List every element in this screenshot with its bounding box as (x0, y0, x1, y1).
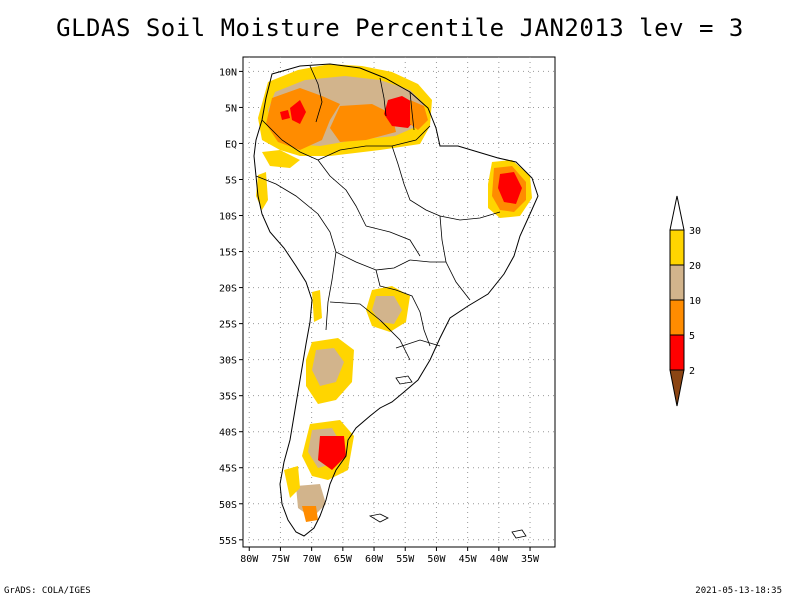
colorbar-label: 30 (689, 226, 701, 237)
lat-tick-label: 10N (219, 67, 237, 78)
shade-yellow-amazon-edge (262, 150, 300, 168)
shade-red-northeast (498, 172, 522, 204)
lat-tick-label: 50S (219, 500, 237, 511)
shade-orange-north2 (330, 104, 396, 142)
lon-tick-label: 60W (365, 554, 384, 565)
colorbar-label: 10 (689, 296, 701, 307)
colorbar-arrow-bottom (669, 369, 685, 407)
lat-tick-label: 40S (219, 428, 237, 439)
shade-orange-guianas (410, 100, 428, 130)
longitude-tick-labels: 80W 75W 70W 65W 60W 55W 50W 45W 40W 35W (240, 554, 540, 565)
country-borders (255, 65, 501, 361)
map-title: GLDAS Soil Moisture Percentile JAN2013 l… (56, 14, 744, 42)
colorbar-bin-5-10 (669, 299, 685, 336)
shade-yellow-chile-n (312, 290, 322, 322)
colorbar: 30 20 10 5 2 (669, 195, 701, 407)
islands (368, 375, 527, 539)
lat-tick-label: 30S (219, 356, 237, 367)
shade-red-patagonia (318, 436, 346, 470)
lon-tick-label: 35W (521, 554, 540, 565)
lon-tick-label: 50W (427, 554, 446, 565)
colorbar-bin-20-30 (669, 229, 685, 266)
latitude-tick-labels: 10N 5N EQ 5S 10S 15S 20S 25S 30S 35S 40S 45S 50S 55S (219, 67, 237, 546)
shade-red-north-a (290, 100, 306, 124)
continent-outline (253, 63, 539, 537)
shade-red-guianas (384, 96, 418, 128)
lon-tick-label: 40W (490, 554, 509, 565)
lat-tick-label: 25S (219, 320, 237, 331)
shade-yellow-south (284, 466, 300, 498)
lon-tick-label: 45W (459, 554, 478, 565)
lat-tick-label: 15S (219, 248, 237, 259)
colorbar-label: 20 (689, 261, 701, 272)
colorbar-label: 2 (689, 366, 695, 377)
colorbar-bin-10-20 (669, 264, 685, 301)
colorbar-bin-2-5 (669, 334, 685, 371)
lon-tick-label: 65W (334, 554, 353, 565)
colorbar-arrow-top (669, 195, 685, 231)
lat-tick-label: 45S (219, 464, 237, 475)
lat-tick-label: 5N (225, 103, 237, 114)
footer-timestamp: 2021-05-13-18:35 (695, 586, 782, 596)
footer-credit: GrADS: COLA/IGES (4, 586, 91, 596)
shade-orange-south (302, 506, 318, 522)
percentile-shading (256, 64, 532, 522)
lat-tick-label: 5S (225, 176, 237, 187)
lon-tick-label: 75W (271, 554, 290, 565)
lat-tick-label: 55S (219, 536, 237, 547)
lon-tick-label: 55W (396, 554, 415, 565)
lat-tick-label: 35S (219, 392, 237, 403)
colorbar-label: 5 (689, 331, 695, 342)
lat-tick-label: EQ (225, 139, 237, 150)
shade-tan-central (372, 296, 402, 324)
shade-tan-argentina (312, 348, 344, 386)
lon-tick-label: 80W (240, 554, 259, 565)
shade-red-north-b (280, 110, 290, 120)
lat-tick-label: 20S (219, 284, 237, 295)
lat-tick-label: 10S (219, 212, 237, 223)
lon-tick-label: 70W (303, 554, 322, 565)
